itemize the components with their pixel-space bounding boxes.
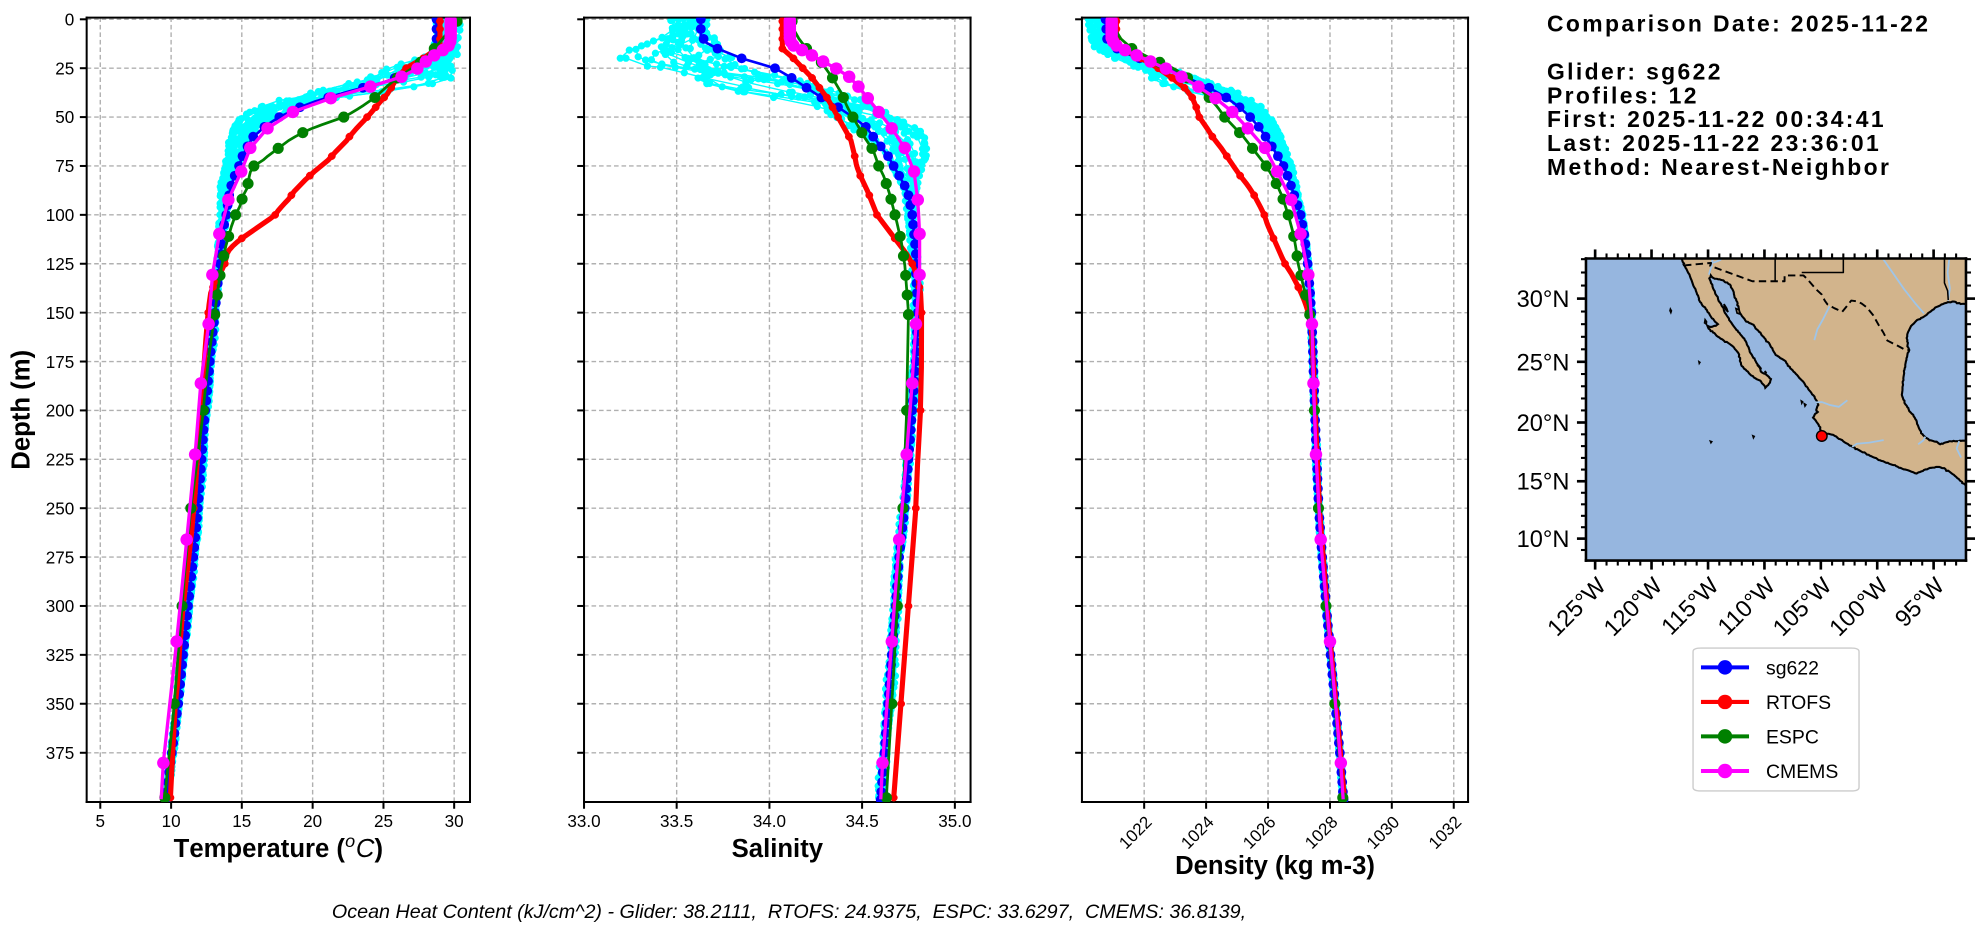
svg-text:35.0: 35.0: [938, 812, 971, 831]
svg-text:33.5: 33.5: [660, 812, 693, 831]
svg-text:Profiles: 12: Profiles: 12: [1547, 82, 1699, 108]
svg-text:75: 75: [55, 157, 74, 176]
svg-text:30°N: 30°N: [1517, 287, 1570, 313]
svg-text:15°N: 15°N: [1517, 470, 1570, 496]
svg-text:CMEMS: CMEMS: [1766, 761, 1838, 783]
svg-text:225: 225: [46, 451, 75, 470]
svg-text:Last: 2025-11-22 23:36:01: Last: 2025-11-22 23:36:01: [1547, 130, 1881, 156]
svg-text:10: 10: [162, 812, 181, 831]
svg-text:First: 2025-11-22 00:34:41: First: 2025-11-22 00:34:41: [1547, 106, 1886, 132]
svg-text:150: 150: [46, 304, 75, 323]
svg-text:200: 200: [46, 402, 75, 421]
svg-text:15: 15: [232, 812, 251, 831]
svg-text:25°N: 25°N: [1517, 350, 1570, 376]
svg-text:25: 25: [55, 59, 74, 78]
svg-text:325: 325: [46, 646, 75, 665]
svg-text:34.0: 34.0: [753, 812, 786, 831]
svg-text:20: 20: [303, 812, 322, 831]
svg-text:30: 30: [445, 812, 464, 831]
svg-text:20°N: 20°N: [1517, 411, 1570, 437]
svg-text:50: 50: [55, 108, 74, 127]
svg-text:10°N: 10°N: [1517, 527, 1570, 553]
svg-text:34.5: 34.5: [845, 812, 878, 831]
svg-text:250: 250: [46, 499, 75, 518]
svg-text:175: 175: [46, 353, 75, 372]
svg-text:Density (kg m-3): Density (kg m-3): [1175, 852, 1375, 880]
svg-text:Depth (m): Depth (m): [7, 350, 35, 470]
svg-text:100: 100: [46, 206, 75, 225]
svg-text:25: 25: [374, 812, 393, 831]
svg-text:275: 275: [46, 548, 75, 567]
svg-text:sg622: sg622: [1766, 657, 1819, 679]
svg-text:Glider: sg622: Glider: sg622: [1547, 58, 1723, 84]
svg-text:Ocean Heat Content (kJ/cm^2) -: Ocean Heat Content (kJ/cm^2) - Glider: 3…: [332, 901, 1246, 923]
svg-text:33.0: 33.0: [567, 812, 600, 831]
svg-text:5: 5: [96, 812, 106, 831]
svg-text:T e m p: T e m p e r a t u r e ( ) o C: [174, 827, 389, 863]
svg-text:350: 350: [46, 695, 75, 714]
svg-text:0: 0: [65, 10, 75, 29]
svg-text:RTOFS: RTOFS: [1766, 692, 1831, 714]
svg-text:125: 125: [46, 255, 75, 274]
svg-text:375: 375: [46, 744, 75, 763]
svg-text:ESPC: ESPC: [1766, 726, 1819, 748]
svg-text:Comparison Date: 2025-11-22: Comparison Date: 2025-11-22: [1547, 11, 1930, 37]
svg-text:Method: Nearest-Neighbor: Method: Nearest-Neighbor: [1547, 154, 1891, 180]
svg-text:Salinity: Salinity: [732, 835, 824, 863]
svg-text:300: 300: [46, 597, 75, 616]
